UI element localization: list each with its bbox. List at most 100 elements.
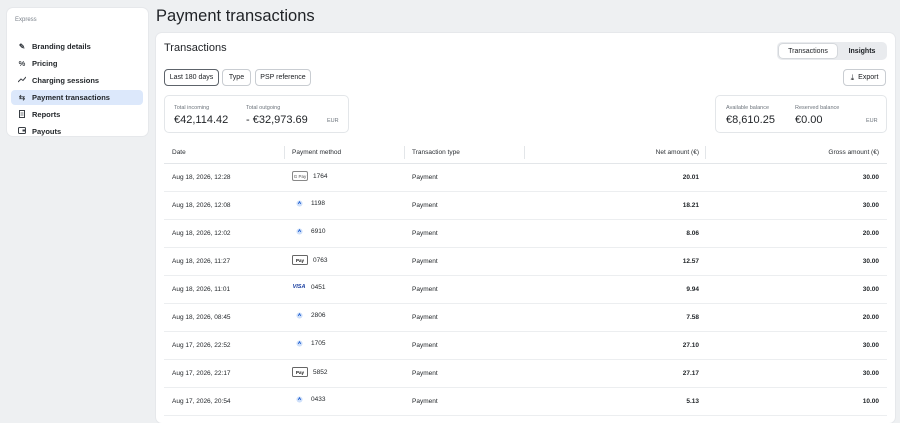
cell-date: Aug 18, 2026, 11:01 bbox=[172, 286, 231, 293]
method-badge: Pay bbox=[295, 369, 304, 375]
table-row[interactable]: Aug 18, 2026, 12:28 G Pay 1764 Payment 20.01… bbox=[164, 164, 887, 192]
cell-gross-amount: 30.00 bbox=[862, 342, 879, 349]
visa-icon: VISA bbox=[292, 283, 306, 291]
cell-date: Aug 17, 2026, 22:17 bbox=[172, 370, 231, 377]
cell-transaction-type: Payment bbox=[412, 174, 438, 181]
total-incoming-value: €42,114.42 bbox=[174, 114, 229, 126]
card-last4: 0451 bbox=[311, 283, 326, 291]
sidebar-item-payment-transactions[interactable]: ⇆ Payment transactions bbox=[11, 90, 143, 105]
apple-pay-icon: Pay bbox=[292, 367, 308, 377]
card-icon bbox=[292, 339, 306, 347]
sidebar-item-label: Charging sessions bbox=[32, 76, 100, 85]
card-icon bbox=[292, 395, 306, 403]
filter-type[interactable]: Type bbox=[222, 69, 251, 86]
cell-transaction-type: Payment bbox=[412, 258, 438, 265]
balance-card: Available balance €8,610.25 Reserved bal… bbox=[715, 95, 887, 133]
cell-date: Aug 18, 2026, 11:27 bbox=[172, 258, 231, 265]
sidebar-item-charging-sessions[interactable]: Charging sessions bbox=[11, 73, 143, 88]
cell-transaction-type: Payment bbox=[412, 286, 438, 293]
cell-net-amount: 27.17 bbox=[682, 370, 699, 377]
sidebar-item-pricing[interactable]: % Pricing bbox=[11, 56, 143, 71]
cell-gross-amount: 10.00 bbox=[862, 398, 879, 405]
table-row[interactable]: Aug 18, 2026, 12:02 6910 Payment 8.06 20.00 bbox=[164, 220, 887, 248]
column-header-gross-amount[interactable]: Gross amount (€) bbox=[828, 149, 879, 156]
download-icon: ⤓ bbox=[850, 72, 855, 82]
transactions-panel: Transactions Transactions Insights Last … bbox=[156, 33, 895, 423]
chart-line-icon bbox=[17, 76, 27, 85]
card-icon bbox=[292, 227, 306, 235]
cell-net-amount: 20.01 bbox=[682, 174, 699, 181]
filter-last-180-days[interactable]: Last 180 days bbox=[164, 69, 219, 86]
column-header-net-amount[interactable]: Net amount (€) bbox=[655, 149, 699, 156]
reserved-balance-value: €0.00 bbox=[795, 114, 823, 126]
page-title: Payment transactions bbox=[156, 7, 315, 25]
cell-gross-amount: 30.00 bbox=[862, 202, 879, 209]
cell-transaction-type: Payment bbox=[412, 370, 438, 377]
sidebar-item-label: Pricing bbox=[32, 59, 58, 68]
table-row[interactable]: Aug 18, 2026, 11:27 Pay 0763 Payment 12.57 30… bbox=[164, 248, 887, 276]
total-incoming-label: Total incoming bbox=[174, 105, 210, 111]
cell-net-amount: 18.21 bbox=[682, 202, 699, 209]
table-row[interactable]: Aug 18, 2026, 11:01 VISA 0451 Payment 9.94 30… bbox=[164, 276, 887, 304]
card-last4: 1764 bbox=[313, 172, 328, 180]
cell-payment-method: Pay 0763 bbox=[292, 255, 327, 265]
cell-net-amount: 7.58 bbox=[686, 314, 699, 321]
arrows-swap-icon: ⇆ bbox=[18, 93, 26, 102]
cell-transaction-type: Payment bbox=[412, 398, 438, 405]
card-last4: 6910 bbox=[311, 227, 326, 235]
cell-gross-amount: 30.00 bbox=[862, 258, 879, 265]
transactions-table: Date Payment method Transaction type Net… bbox=[164, 143, 887, 416]
column-divider bbox=[404, 146, 405, 159]
document-icon bbox=[17, 109, 27, 120]
column-header-payment-method[interactable]: Payment method bbox=[292, 149, 342, 156]
sidebar-item-label: Payouts bbox=[32, 127, 62, 136]
table-row[interactable]: Aug 17, 2026, 20:54 0433 Payment 5.13 10.00 bbox=[164, 388, 887, 416]
tab-insights[interactable]: Insights bbox=[848, 47, 876, 55]
column-divider bbox=[524, 146, 525, 159]
export-label: Export bbox=[858, 74, 879, 81]
column-header-transaction-type[interactable]: Transaction type bbox=[412, 149, 460, 156]
cell-payment-method: Pay 5852 bbox=[292, 367, 327, 377]
cell-transaction-type: Payment bbox=[412, 314, 438, 321]
table-row[interactable]: Aug 17, 2026, 22:17 Pay 5852 Payment 27.17 30… bbox=[164, 360, 887, 388]
cell-date: Aug 18, 2026, 08:45 bbox=[172, 314, 231, 321]
table-body: Aug 18, 2026, 12:28 G Pay 1764 Payment 20.01… bbox=[164, 164, 887, 416]
card-last4: 0433 bbox=[311, 395, 326, 403]
table-row[interactable]: Aug 17, 2026, 22:52 1705 Payment 27.10 30.00 bbox=[164, 332, 887, 360]
card-icon bbox=[292, 199, 306, 207]
tab-transactions[interactable]: Transactions bbox=[779, 44, 837, 58]
cell-gross-amount: 30.00 bbox=[862, 370, 879, 377]
cell-transaction-type: Payment bbox=[412, 202, 438, 209]
sidebar-item-label: Reports bbox=[32, 110, 61, 119]
cell-gross-amount: 30.00 bbox=[862, 286, 879, 293]
table-row[interactable]: Aug 18, 2026, 12:08 1198 Payment 18.21 30.00 bbox=[164, 192, 887, 220]
cell-date: Aug 17, 2026, 20:54 bbox=[172, 398, 231, 405]
sidebar-item-reports[interactable]: Reports bbox=[11, 107, 143, 122]
available-balance-label: Available balance bbox=[726, 105, 770, 111]
cell-transaction-type: Payment bbox=[412, 230, 438, 237]
sidebar-item-label: Payment transactions bbox=[32, 93, 110, 102]
cell-net-amount: 9.94 bbox=[686, 286, 699, 293]
sidebar-item-payouts[interactable]: Payouts bbox=[11, 124, 143, 139]
cell-payment-method: 1705 bbox=[292, 339, 325, 347]
currency-label: EUR bbox=[866, 118, 878, 124]
cell-gross-amount: 20.00 bbox=[862, 230, 879, 237]
cell-payment-method: 0433 bbox=[292, 395, 325, 403]
cell-net-amount: 12.57 bbox=[682, 258, 699, 265]
table-row[interactable]: Aug 18, 2026, 08:45 2806 Payment 7.58 20.00 bbox=[164, 304, 887, 332]
column-divider bbox=[705, 146, 706, 159]
google-pay-icon: G Pay bbox=[292, 171, 308, 181]
export-button[interactable]: ⤓ Export bbox=[843, 69, 886, 86]
column-header-date[interactable]: Date bbox=[172, 149, 186, 156]
cell-net-amount: 8.06 bbox=[686, 230, 699, 237]
total-outgoing-label: Total outgoing bbox=[246, 105, 281, 111]
cell-payment-method: VISA 0451 bbox=[292, 283, 326, 291]
panel-title: Transactions bbox=[164, 42, 227, 54]
sidebar-item-branding-details[interactable]: ✎ Branding details bbox=[11, 39, 143, 54]
percent-icon: % bbox=[18, 59, 26, 68]
totals-card: Total incoming €42,114.42 Total outgoing… bbox=[164, 95, 349, 133]
filter-psp-reference[interactable]: PSP reference bbox=[255, 69, 311, 86]
cell-date: Aug 18, 2026, 12:02 bbox=[172, 230, 231, 237]
method-badge: VISA bbox=[292, 284, 306, 290]
cell-payment-method: 1198 bbox=[292, 199, 325, 207]
